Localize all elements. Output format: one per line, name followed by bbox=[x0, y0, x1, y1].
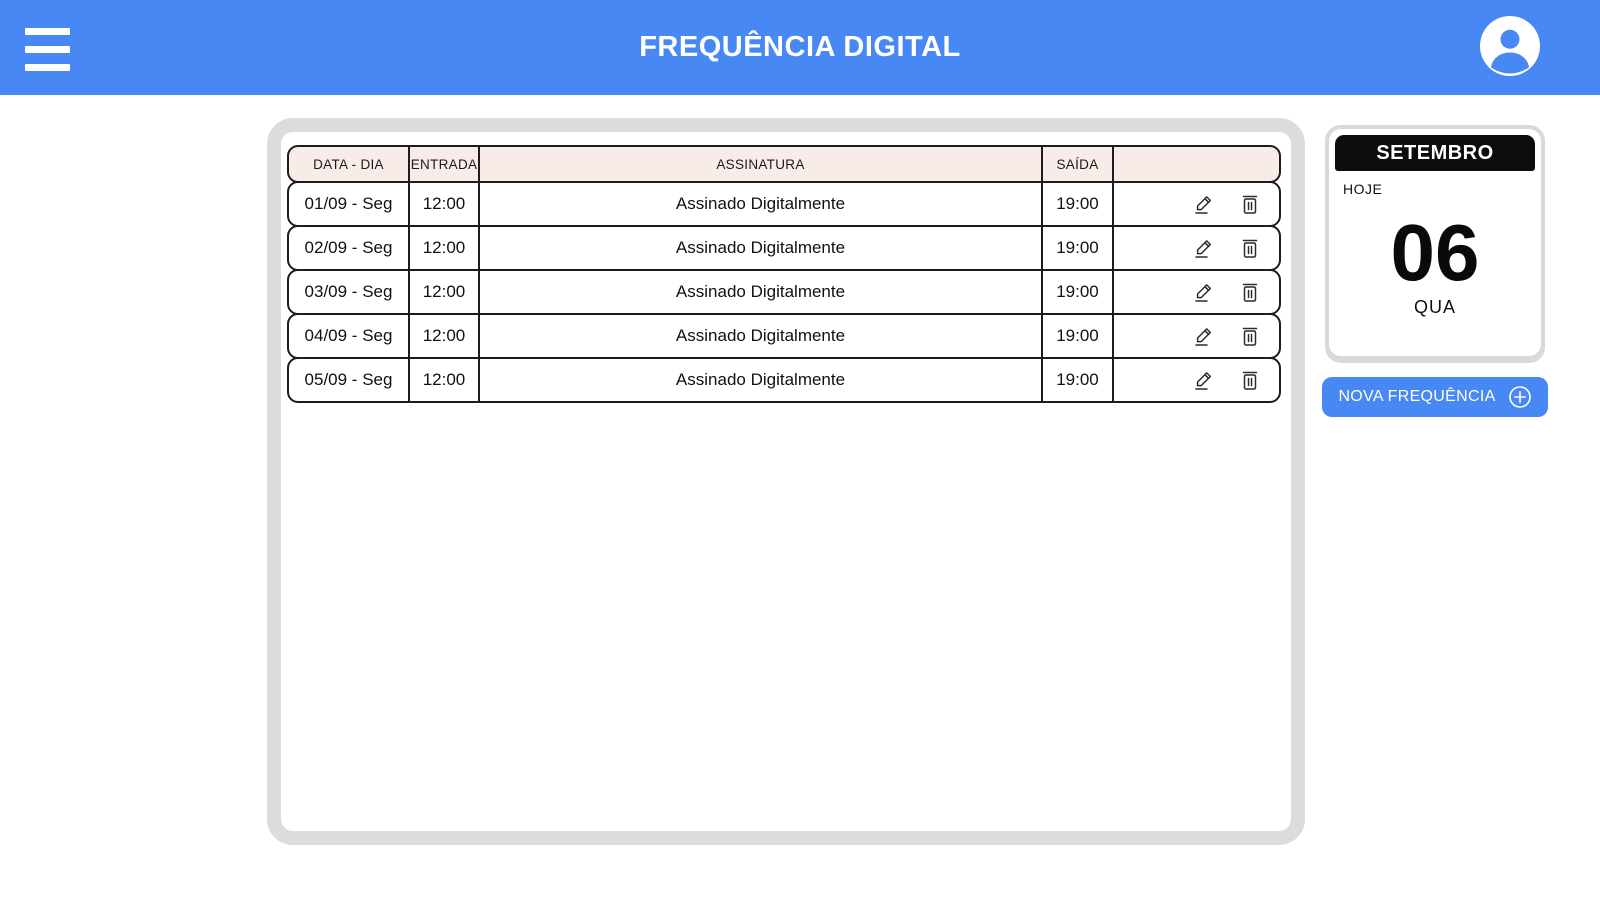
cell-assinatura: Assinado Digitalmente bbox=[480, 271, 1043, 313]
cell-date: 03/09 - Seg bbox=[289, 271, 410, 313]
edit-icon[interactable] bbox=[1191, 367, 1217, 393]
new-frequency-button[interactable]: NOVA FREQUÊNCIA bbox=[1322, 377, 1548, 417]
table-row: 04/09 - Seg 12:00 Assinado Digitalmente … bbox=[287, 313, 1281, 359]
cell-saida: 19:00 bbox=[1043, 227, 1114, 269]
delete-icon[interactable] bbox=[1237, 235, 1263, 261]
cell-saida: 19:00 bbox=[1043, 315, 1114, 357]
table-row: 02/09 - Seg 12:00 Assinado Digitalmente … bbox=[287, 225, 1281, 271]
edit-icon[interactable] bbox=[1191, 279, 1217, 305]
calendar-today-label: HOJE bbox=[1343, 181, 1383, 197]
cell-assinatura: Assinado Digitalmente bbox=[480, 315, 1043, 357]
cell-saida: 19:00 bbox=[1043, 271, 1114, 313]
table-row: 03/09 - Seg 12:00 Assinado Digitalmente … bbox=[287, 269, 1281, 315]
cell-entrada: 12:00 bbox=[410, 227, 480, 269]
attendance-sheet: DATA - DIA ENTRADA ASSINATURA SAÍDA 01/0… bbox=[267, 118, 1305, 845]
cell-entrada: 12:00 bbox=[410, 315, 480, 357]
delete-icon[interactable] bbox=[1237, 323, 1263, 349]
menu-icon[interactable] bbox=[25, 28, 70, 71]
row-actions bbox=[1114, 271, 1279, 313]
cell-date: 04/09 - Seg bbox=[289, 315, 410, 357]
col-header-saida: SAÍDA bbox=[1043, 147, 1114, 181]
table-header-row: DATA - DIA ENTRADA ASSINATURA SAÍDA bbox=[287, 145, 1281, 183]
col-header-actions bbox=[1114, 147, 1279, 181]
row-actions bbox=[1114, 227, 1279, 269]
cell-assinatura: Assinado Digitalmente bbox=[480, 359, 1043, 401]
table-row: 05/09 - Seg 12:00 Assinado Digitalmente … bbox=[287, 357, 1281, 403]
calendar-day-number: 06 bbox=[1390, 208, 1480, 297]
edit-icon[interactable] bbox=[1191, 191, 1217, 217]
delete-icon[interactable] bbox=[1237, 279, 1263, 305]
plus-circle-icon bbox=[1508, 386, 1531, 408]
calendar-month: SETEMBRO bbox=[1335, 135, 1535, 171]
attendance-table: DATA - DIA ENTRADA ASSINATURA SAÍDA 01/0… bbox=[287, 145, 1281, 403]
cell-assinatura: Assinado Digitalmente bbox=[480, 183, 1043, 225]
row-actions bbox=[1114, 315, 1279, 357]
cell-entrada: 12:00 bbox=[410, 271, 480, 313]
cell-date: 05/09 - Seg bbox=[289, 359, 410, 401]
col-header-entrada: ENTRADA bbox=[410, 147, 480, 181]
calendar-weekday: QUA bbox=[1413, 297, 1456, 317]
row-actions bbox=[1114, 183, 1279, 225]
cell-date: 02/09 - Seg bbox=[289, 227, 410, 269]
table-row: 01/09 - Seg 12:00 Assinado Digitalmente … bbox=[287, 181, 1281, 227]
page-title: FREQUÊNCIA DIGITAL bbox=[639, 31, 961, 63]
col-header-date: DATA - DIA bbox=[289, 147, 410, 181]
cell-saida: 19:00 bbox=[1043, 359, 1114, 401]
app-header: FREQUÊNCIA DIGITAL bbox=[0, 0, 1600, 95]
calendar-card: SETEMBRO HOJE 06 QUA bbox=[1325, 125, 1545, 360]
row-actions bbox=[1114, 359, 1279, 401]
cell-entrada: 12:00 bbox=[410, 359, 480, 401]
delete-icon[interactable] bbox=[1237, 367, 1263, 393]
user-avatar-icon[interactable] bbox=[1480, 16, 1540, 76]
new-frequency-label: NOVA FREQUÊNCIA bbox=[1338, 388, 1496, 405]
edit-icon[interactable] bbox=[1191, 323, 1217, 349]
cell-assinatura: Assinado Digitalmente bbox=[480, 227, 1043, 269]
person-icon bbox=[1491, 29, 1529, 74]
delete-icon[interactable] bbox=[1237, 191, 1263, 217]
cell-entrada: 12:00 bbox=[410, 183, 480, 225]
col-header-assinatura: ASSINATURA bbox=[480, 147, 1043, 181]
edit-icon[interactable] bbox=[1191, 235, 1217, 261]
cell-saida: 19:00 bbox=[1043, 183, 1114, 225]
cell-date: 01/09 - Seg bbox=[289, 183, 410, 225]
